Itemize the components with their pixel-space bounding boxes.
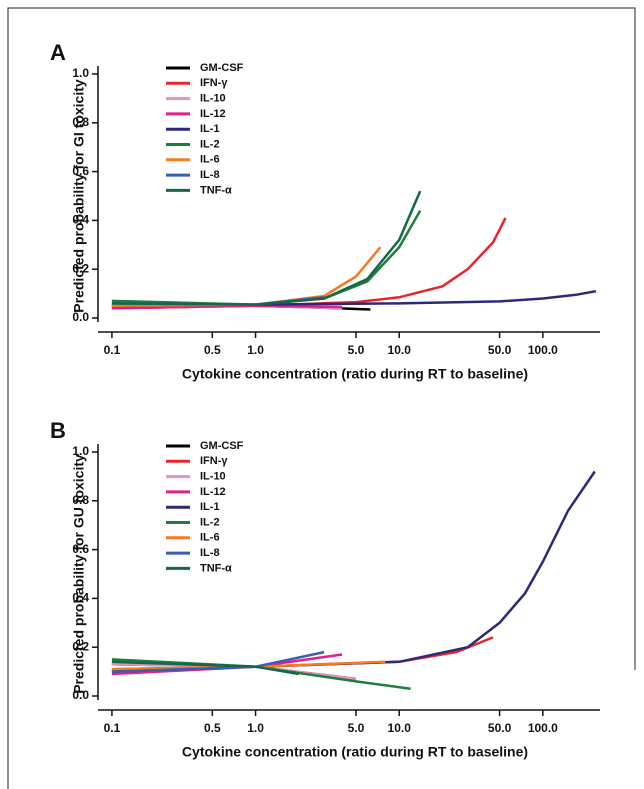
y-tick-label: 1.0 bbox=[72, 66, 89, 80]
legend-label: IL-12 bbox=[200, 108, 226, 120]
legend-label: IL-6 bbox=[200, 154, 220, 166]
x-tick-label: 50.0 bbox=[488, 343, 512, 357]
legend-label: IFN-γ bbox=[200, 77, 228, 89]
series-line bbox=[111, 217, 507, 310]
x-tick-label: 10.0 bbox=[388, 721, 412, 735]
panel-label: B bbox=[50, 418, 66, 443]
legend-label: IL-8 bbox=[200, 547, 220, 559]
legend-label: GM-CSF bbox=[200, 440, 244, 452]
legend-label: IL-10 bbox=[200, 471, 226, 483]
y-tick-label: 0.6 bbox=[72, 542, 89, 556]
y-tick-label: 0.8 bbox=[72, 493, 89, 507]
series-line bbox=[111, 660, 300, 676]
legend-label: IL-8 bbox=[200, 169, 220, 181]
y-tick-label: 0.4 bbox=[72, 591, 89, 605]
legend-label: GM-CSF bbox=[200, 62, 244, 74]
x-tick-label: 0.5 bbox=[204, 343, 221, 357]
x-tick-label: 1.0 bbox=[247, 343, 264, 357]
x-tick-label: 1.0 bbox=[247, 721, 264, 735]
x-tick-label: 50.0 bbox=[488, 721, 512, 735]
legend-label: IL-2 bbox=[200, 516, 220, 528]
series-line bbox=[111, 246, 382, 308]
frame bbox=[7, 7, 636, 789]
x-tick-label: 100.0 bbox=[528, 721, 558, 735]
x-axis-label: Cytokine concentration (ratio during RT … bbox=[182, 366, 528, 382]
x-tick-label: 5.0 bbox=[348, 343, 365, 357]
x-tick-label: 0.5 bbox=[204, 721, 221, 735]
series-line bbox=[111, 470, 596, 673]
y-tick-label: 0.8 bbox=[72, 115, 89, 129]
legend-label: TNF-α bbox=[200, 562, 232, 574]
legend-label: IL-10 bbox=[200, 93, 226, 105]
y-axis-label: Predicted probability for GI toxicity bbox=[71, 79, 87, 313]
legend-label: IFN-γ bbox=[200, 455, 228, 467]
x-tick-label: 5.0 bbox=[348, 721, 365, 735]
x-tick-label: 100.0 bbox=[528, 343, 558, 357]
x-tick-label: 0.1 bbox=[104, 721, 121, 735]
y-tick-label: 0.2 bbox=[72, 261, 89, 275]
y-tick-label: 0.4 bbox=[72, 213, 89, 227]
x-tick-label: 0.1 bbox=[104, 343, 121, 357]
legend-label: IL-2 bbox=[200, 138, 220, 150]
x-axis-label: Cytokine concentration (ratio during RT … bbox=[182, 744, 528, 760]
y-tick-label: 0.0 bbox=[72, 688, 89, 702]
legend-label: IL-1 bbox=[200, 501, 220, 513]
series-line bbox=[111, 190, 422, 306]
panel-label: A bbox=[50, 40, 66, 65]
series-line bbox=[111, 209, 422, 306]
y-tick-label: 0.6 bbox=[72, 164, 89, 178]
y-tick-label: 0.2 bbox=[72, 639, 89, 653]
y-tick-label: 1.0 bbox=[72, 444, 89, 458]
legend-label: TNF-α bbox=[200, 184, 232, 196]
legend-label: IL-12 bbox=[200, 486, 226, 498]
y-axis-label: Predicted probability for GU toxicity bbox=[71, 454, 87, 694]
legend-label: IL-1 bbox=[200, 123, 220, 135]
x-tick-label: 10.0 bbox=[388, 343, 412, 357]
legend-label: IL-6 bbox=[200, 532, 220, 544]
y-tick-label: 0.0 bbox=[72, 310, 89, 324]
